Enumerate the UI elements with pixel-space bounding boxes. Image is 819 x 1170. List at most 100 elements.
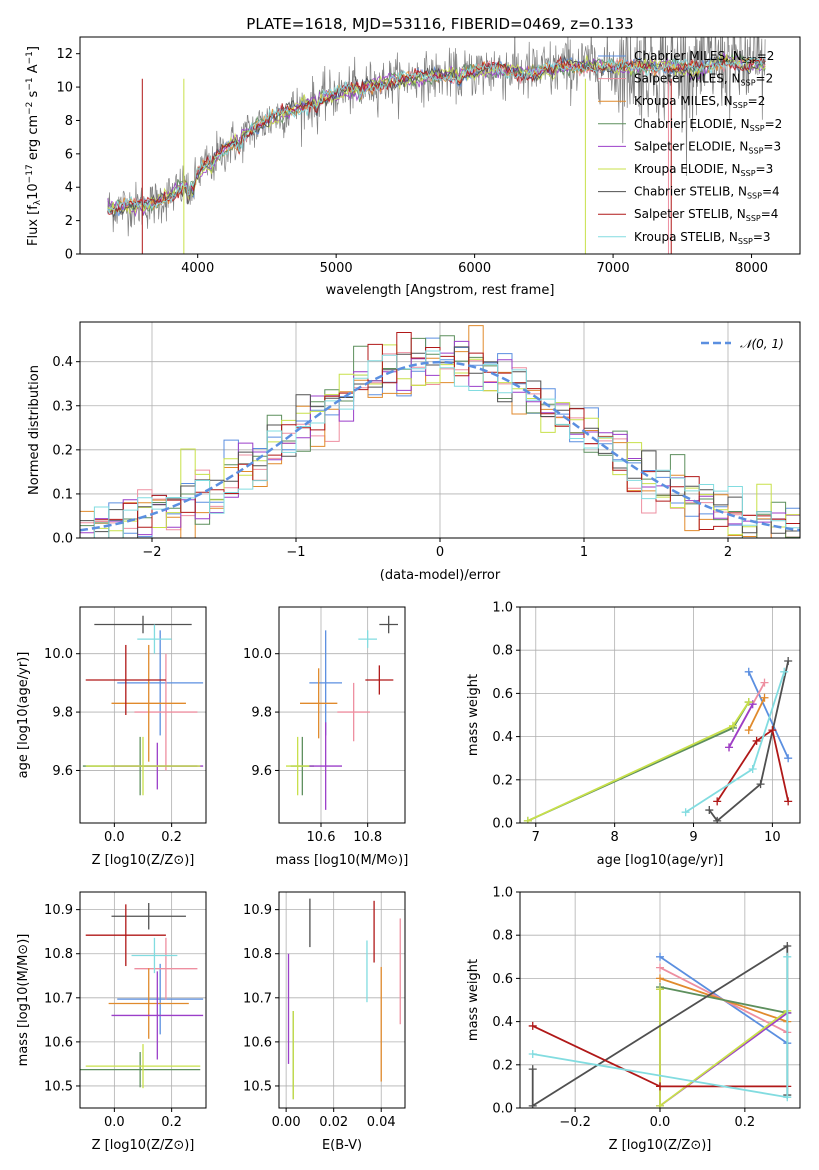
legend-entry: Chabrier ELODIE, NSSP=2 <box>634 117 782 133</box>
marker-kroupa_elodie <box>656 1101 664 1108</box>
normal-curve <box>80 360 800 532</box>
x-axis-label: Z [log10(Z/Z⊙)] <box>92 1138 195 1153</box>
y-tick-label: 0.6 <box>492 972 513 987</box>
marker-kroupa_stelib <box>783 1093 792 1102</box>
x-tick-label: 4000 <box>181 261 214 276</box>
x-tick-label: 0.2 <box>735 1115 756 1130</box>
x-tick-label: 7000 <box>597 261 630 276</box>
plot-area <box>82 615 204 796</box>
axes-frame: 4000 5000 6000 7000 8000 0 2 4 6 8 10 12 wavelength … <box>25 46 782 298</box>
x-tick-label: −0.2 <box>559 1115 591 1130</box>
marker-salpeter_stelib <box>768 726 777 735</box>
y-tick-label: 0.4 <box>492 730 513 745</box>
x-axis-label: age [log10(age/yr)] <box>597 853 724 868</box>
x-tick-label: −1 <box>286 545 305 560</box>
y-tick-label: 10.9 <box>44 903 73 918</box>
axes-frame: 0.0 0.2 9.6 9.8 10.0 Z [log10(Z/Z⊙)] age [log1… <box>16 647 194 868</box>
x-tick-label: 0.0 <box>650 1115 671 1130</box>
x-tick-label: 1 <box>580 545 588 560</box>
x-tick-label: 10.6 <box>307 830 336 845</box>
legend-entry: Kroupa ELODIE, NSSP=3 <box>634 162 773 178</box>
mass-weight-line-kroupa_elodie <box>659 989 788 1108</box>
x-tick-label: 0.2 <box>161 1115 182 1130</box>
y-tick-label: 0.8 <box>492 644 513 659</box>
legend-entry: Kroupa STELIB, NSSP=3 <box>634 230 771 246</box>
marker-kroupa_stelib <box>783 952 792 961</box>
legend-entry: Salpeter ELODIE, NSSP=3 <box>634 139 781 155</box>
marker-kroupa_stelib <box>528 1050 537 1058</box>
marker-kroupa_elodie <box>728 721 737 730</box>
y-tick-label: 10.8 <box>44 947 73 962</box>
axes-border <box>79 891 207 1109</box>
plot-area <box>523 657 793 823</box>
legend-entry: Kroupa MILES, NSSP=2 <box>634 94 765 110</box>
y-tick-label: 0.0 <box>52 532 73 547</box>
x-tick-label: 0.0 <box>104 1115 125 1130</box>
y-tick-label: 0.3 <box>52 399 73 414</box>
x-tick-label: 8 <box>611 830 619 845</box>
y-tick-label: 0.8 <box>492 929 513 944</box>
plot-area <box>286 615 398 810</box>
x-tick-label: 9 <box>689 830 697 845</box>
y-tick-label: 10 <box>56 81 73 96</box>
y-tick-label: 10.9 <box>243 903 272 918</box>
y-tick-label: 0.6 <box>492 687 513 702</box>
y-tick-label: 0 <box>65 248 73 263</box>
y-tick-label: 10.7 <box>44 991 73 1006</box>
marker-chabrier_stelib <box>756 780 765 789</box>
model-spectrum-chabrier_stelib <box>107 54 766 218</box>
axes-frame: 7 8 9 10 0.0 0.2 0.4 0.6 0.8 1.0 age [log10(age/yr… <box>466 601 781 869</box>
x-tick-label: 0.04 <box>367 1115 396 1130</box>
axes-frame: −2 −1 0 1 2 0.0 0.1 0.2 0.3 0.4 (data-model)/error… <box>27 337 784 583</box>
axes-border <box>519 891 801 1109</box>
x-axis-label: Z [log10(Z/Z⊙)] <box>609 1138 712 1153</box>
y-axis-label: age [log10(age/yr)] <box>16 652 31 779</box>
panel-7: −0.2 0.0 0.2 0.0 0.2 0.4 0.6 0.8 1.0 Z [log10(Z/Z… <box>466 886 801 1153</box>
y-tick-label: 0.0 <box>492 1102 513 1117</box>
marker-chabrier_stelib <box>783 942 792 950</box>
marker-kroupa_miles <box>744 726 753 735</box>
x-tick-label: 0.0 <box>104 830 125 845</box>
legend-entry: Salpeter MILES, NSSP=2 <box>634 72 773 88</box>
y-tick-label: 10.5 <box>44 1079 73 1094</box>
y-tick-label: 9.8 <box>52 706 73 721</box>
marker-chabrier_miles <box>656 952 664 961</box>
marker-salpeter_stelib <box>713 797 722 806</box>
mass-weight-line-salpeter_elodie <box>728 703 754 748</box>
y-tick-label: 0.4 <box>52 355 73 370</box>
mass-weight-line-chabrier_elodie <box>527 701 750 822</box>
x-axis-label: E(B-V) <box>322 1138 362 1153</box>
y-tick-label: 9.8 <box>251 706 272 721</box>
panel-1: −2 −1 0 1 2 0.0 0.1 0.2 0.3 0.4 (data-model)/error… <box>27 321 801 583</box>
plot-area <box>287 898 401 1100</box>
y-tick-label: 10.7 <box>243 991 272 1006</box>
y-tick-label: 9.6 <box>52 764 73 779</box>
x-tick-label: 0.02 <box>319 1115 348 1130</box>
y-tick-label: 10.0 <box>44 647 73 662</box>
y-tick-label: 10.8 <box>243 947 272 962</box>
histogram-kroupa_elodie <box>80 344 800 538</box>
axes-frame: 0.00 0.02 0.04 10.5 10.6 10.7 10.8 10.9 E(B-V) <box>243 903 396 1153</box>
y-axis-label: Normed distribution <box>27 365 42 495</box>
axes-border <box>79 606 207 824</box>
marker-chabrier_stelib <box>784 657 793 665</box>
y-tick-label: 0.2 <box>52 443 73 458</box>
x-tick-label: 10.8 <box>353 830 382 845</box>
legend-entry: 𝒩(0, 1) <box>740 337 784 351</box>
y-tick-label: 1.0 <box>492 886 513 901</box>
panel-6: 0.00 0.02 0.04 10.5 10.6 10.7 10.8 10.9 E(B-V) <box>243 891 406 1153</box>
mass-weight-line-kroupa_elodie <box>527 701 750 822</box>
marker-salpeter_stelib <box>752 736 761 745</box>
x-axis-label: Z [log10(Z/Z⊙)] <box>92 853 195 868</box>
y-tick-label: 0.2 <box>492 1058 513 1073</box>
mass-weight-line-kroupa_miles <box>747 697 766 731</box>
histogram-salpeter_miles <box>80 352 800 538</box>
model-spectrum-kroupa_stelib <box>107 56 766 215</box>
y-tick-label: 0.1 <box>52 487 73 502</box>
x-axis-label: wavelength [Angstrom, rest frame] <box>326 283 555 298</box>
panel-2: 0.0 0.2 9.6 9.8 10.0 Z [log10(Z/Z⊙)] age [log1… <box>16 606 207 868</box>
marker-salpeter_stelib <box>528 1021 537 1030</box>
mass-weight-line-chabrier_elodie <box>659 986 788 1014</box>
marker-chabrier_stelib <box>713 816 722 823</box>
marker-salpeter_stelib <box>656 1082 664 1091</box>
